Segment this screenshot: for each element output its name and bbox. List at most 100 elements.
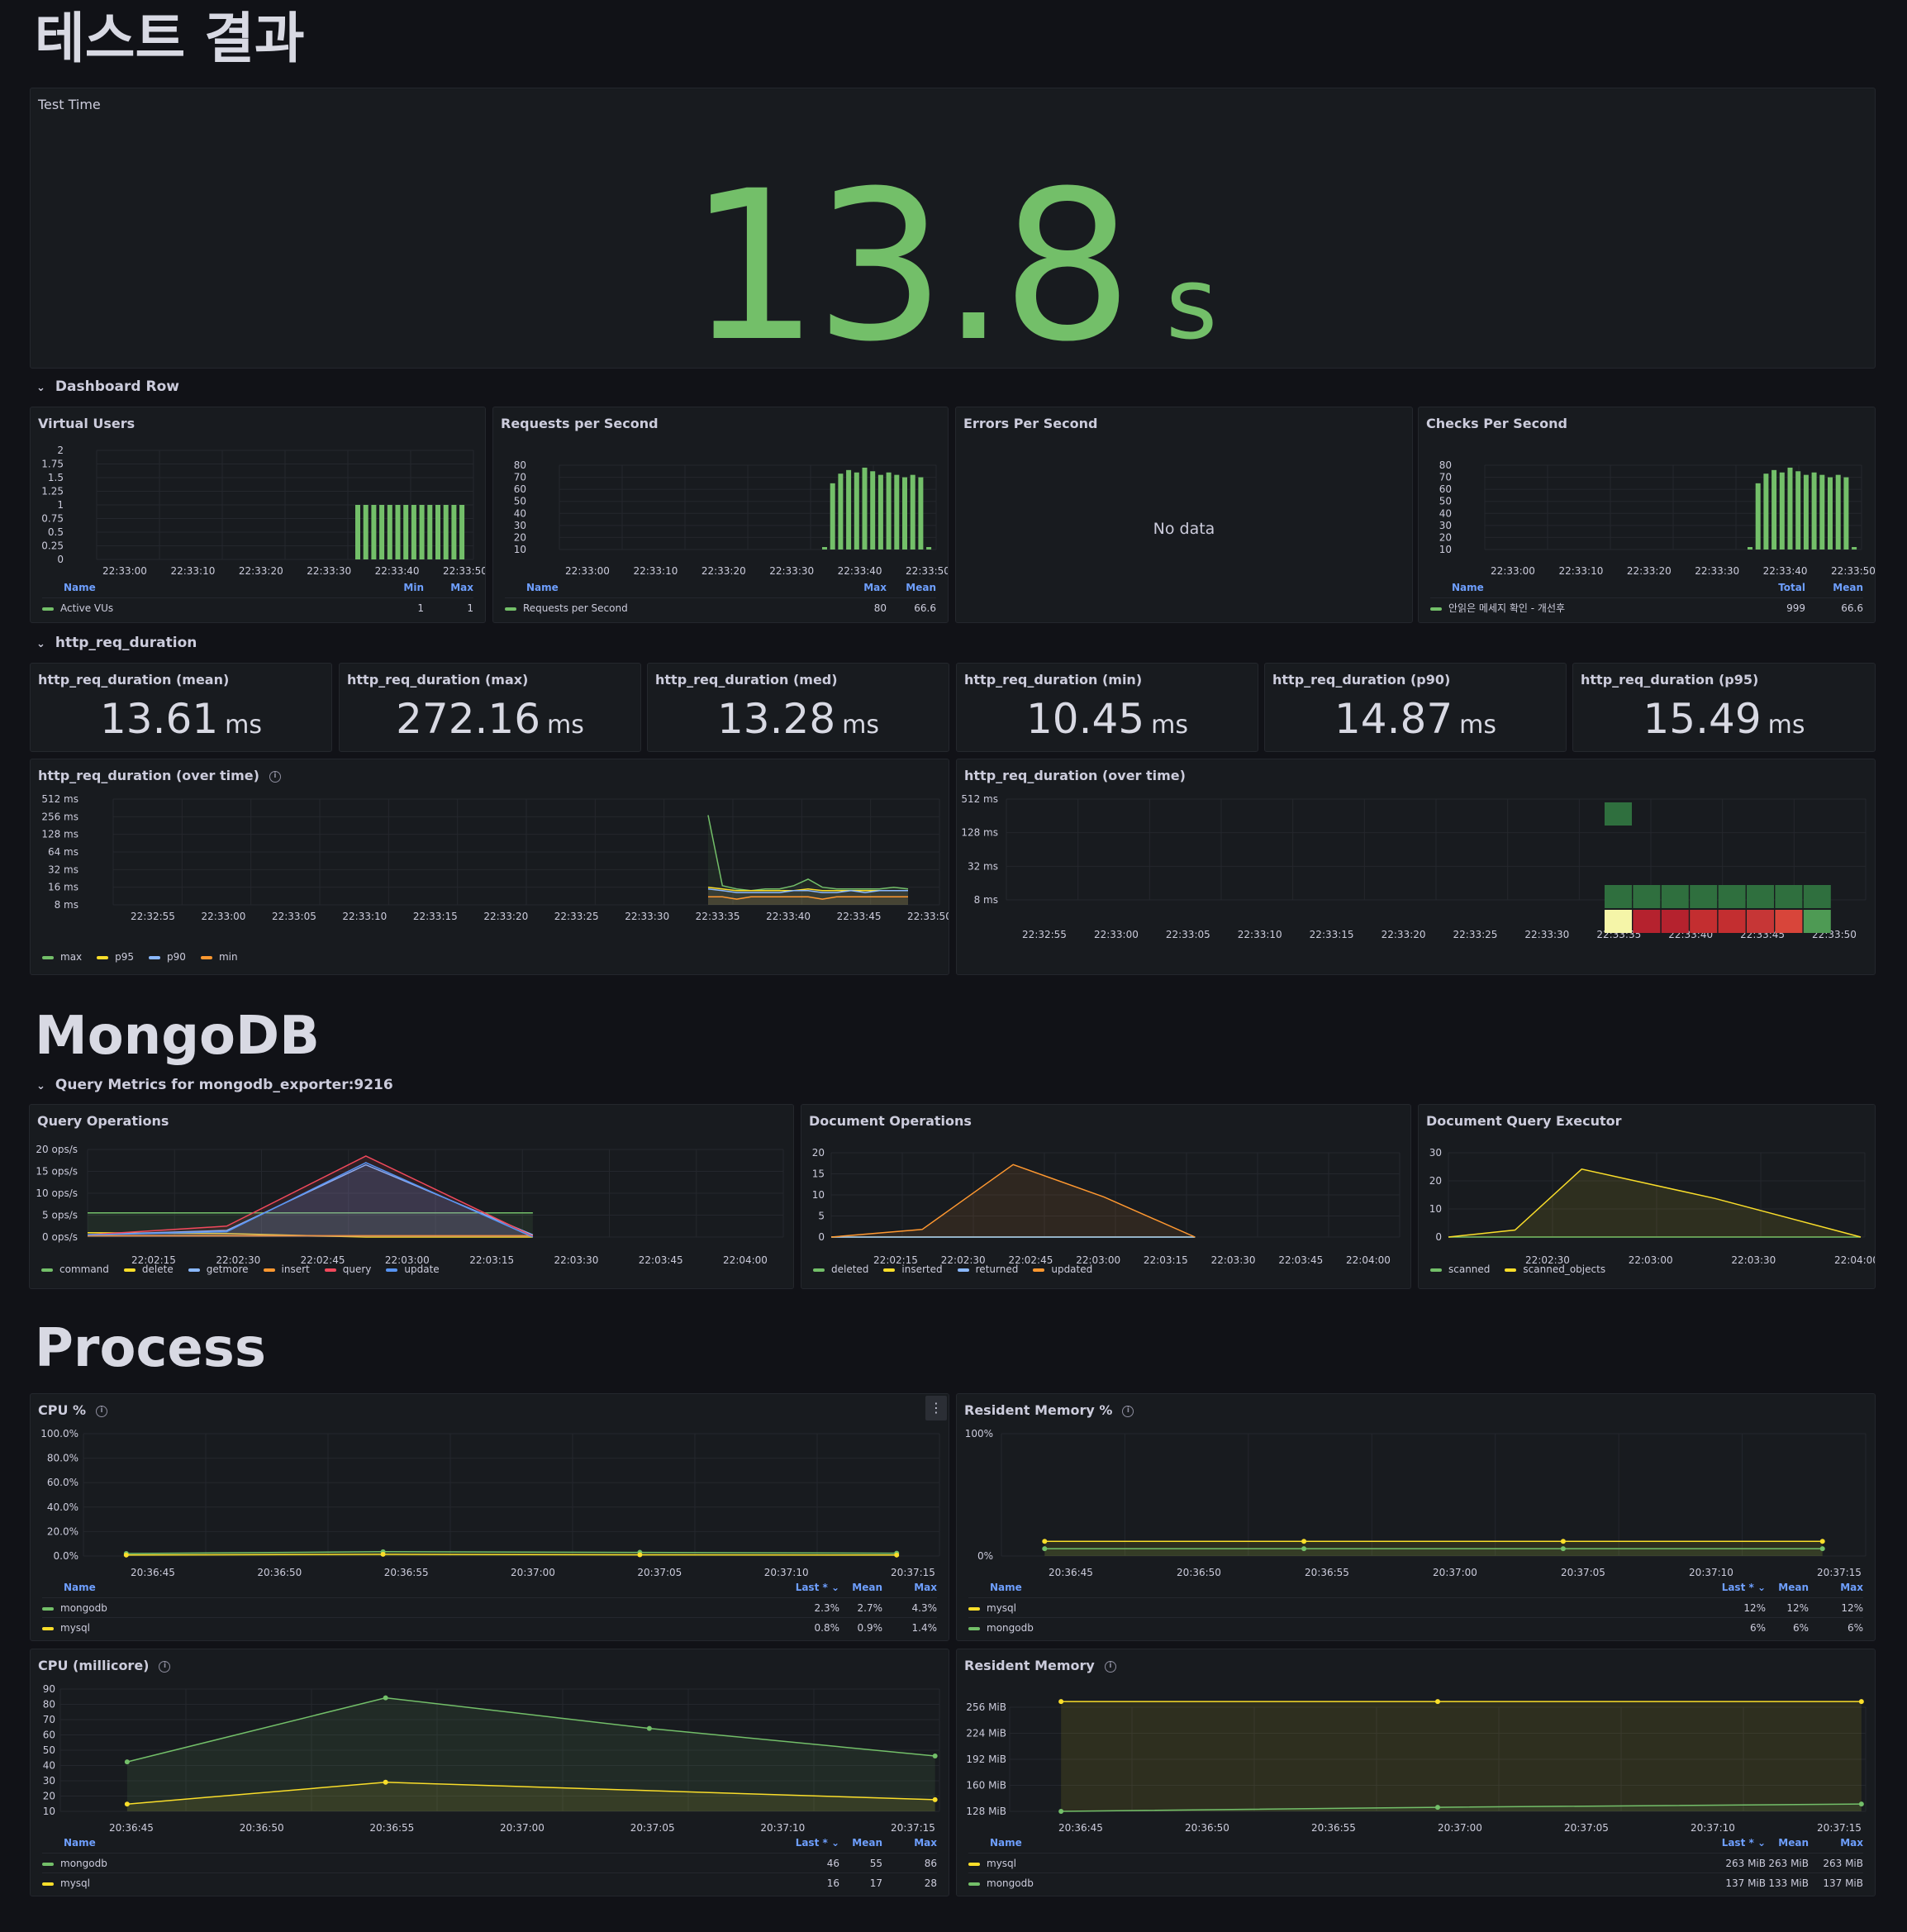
legend-row[interactable]: mysql 12% 12% 12% (968, 1597, 1863, 1617)
legend-item[interactable]: update (386, 1263, 440, 1275)
x-tick-label: 22:33:50 (1831, 565, 1876, 577)
y-tick-label: 1.25 (41, 486, 64, 497)
legend-item[interactable]: scanned_objects (1505, 1263, 1605, 1275)
panel-menu-button[interactable]: ⋮ (925, 1396, 947, 1420)
legend-row[interactable]: mysql 1.4% 0.9% 0.8% (42, 1617, 937, 1637)
cpu-percent-panel[interactable]: CPU % i ⋮ 100.0% 80.0% 60.0% 40.0% 20.0% 0.0% 2… (30, 1393, 949, 1641)
legend-header[interactable]: Name Max Mean Last * ⌄ (42, 1833, 937, 1853)
legend-series-name: mysql (42, 1618, 90, 1638)
info-icon[interactable]: i (1122, 1405, 1134, 1417)
document-operations-panel[interactable]: Document Operations 20 15 10 5 0 22:02:15 22:0… (801, 1104, 1411, 1289)
info-icon[interactable]: i (96, 1405, 108, 1417)
legend-item[interactable]: p90 (149, 951, 186, 963)
heatmap-cell (1633, 910, 1661, 933)
series-point (637, 1552, 643, 1558)
legend-col-header[interactable]: Mean (852, 1582, 882, 1593)
legend-row[interactable]: mongodb 4.3% 2.7% 2.3% (42, 1597, 937, 1617)
legend-row[interactable]: Requests per Second 66.6 80 (505, 597, 936, 617)
legend-col-header[interactable]: Max (863, 582, 887, 593)
legend-header[interactable]: Name Max Mean Last * ⌄ (968, 1833, 1863, 1853)
legend-col-header[interactable]: Last * ⌄ (1721, 1837, 1766, 1849)
legend-col-header[interactable]: Min (403, 582, 424, 593)
legend-col-header[interactable]: Max (914, 1837, 937, 1849)
legend-item[interactable]: max (42, 951, 82, 963)
virtual-users-panel[interactable]: Virtual Users 2 1.75 1.5 1.25 1 0.75 0.5 0.25 0 2… (30, 407, 486, 623)
legend-col-header[interactable]: Max (1840, 1837, 1863, 1849)
y-tick-label: 10 (812, 1189, 825, 1201)
legend-item[interactable]: updated (1033, 1263, 1092, 1275)
requests-per-second-panel[interactable]: Requests per Second 80 70 60 50 40 30 20 10 22:3… (492, 407, 949, 623)
series-area (88, 1164, 533, 1237)
legend-col-header[interactable]: Last * ⌄ (795, 1582, 839, 1593)
legend-item[interactable]: insert (263, 1263, 310, 1275)
legend-item[interactable]: min (200, 951, 238, 963)
resident-memory-panel[interactable]: Resident Memory i 256 MiB 224 MiB 192 MiB 16… (956, 1649, 1876, 1896)
legend-item[interactable]: scanned (1430, 1263, 1490, 1275)
cpu-millicore-panel[interactable]: CPU (millicore) i 90 80 70 60 50 40 30 20 10 20:36… (30, 1649, 949, 1896)
info-icon[interactable]: i (159, 1660, 171, 1673)
series-swatch (188, 1268, 200, 1272)
query-operations-panel[interactable]: Query Operations 20 ops/s 15 ops/s 10 ops/… (29, 1104, 794, 1289)
row-header-dashboard[interactable]: ⌄ Dashboard Row (36, 378, 179, 395)
legend-col-header[interactable]: Total (1778, 582, 1805, 593)
legend-header[interactable]: Name Mean Max (505, 578, 936, 597)
legend-col-header[interactable]: Mean (1778, 1582, 1809, 1593)
panel-title: http_req_duration (mean) (38, 672, 230, 688)
legend-col-header[interactable]: Mean (852, 1837, 882, 1849)
legend-row[interactable]: Active VUs 1 1 (42, 597, 473, 617)
legend-col-header[interactable]: Mean (906, 582, 936, 593)
info-icon[interactable]: i (269, 770, 281, 783)
legend-row[interactable]: mysql 28 17 16 (42, 1873, 937, 1892)
row-header-mongodb-query-metrics[interactable]: ⌄ Query Metrics for mongodb_exporter:9216 (36, 1077, 393, 1093)
legend-row[interactable]: mongodb 86 55 46 (42, 1853, 937, 1873)
stat-panel[interactable]: http_req_duration (p90) 14.87 ms (1264, 663, 1567, 752)
stat-panel[interactable]: http_req_duration (mean) 13.61 ms (30, 663, 332, 752)
legend-col-header[interactable]: Max (914, 1582, 937, 1593)
series-line-max (707, 815, 909, 892)
legend-header[interactable]: Name Mean Total (1430, 578, 1863, 597)
series-swatch (42, 1606, 54, 1611)
stat-panel[interactable]: http_req_duration (med) 13.28 ms (647, 663, 949, 752)
panel-title: Virtual Users (38, 416, 136, 431)
test-time-panel[interactable]: Test Time 13.8 s (30, 88, 1876, 369)
stat-panel[interactable]: http_req_duration (min) 10.45 ms (956, 663, 1258, 752)
stat-panel[interactable]: http_req_duration (max) 272.16 ms (339, 663, 641, 752)
legend-row[interactable]: 안읽은 메세지 확인 - 개선후 66.6 999 (1430, 597, 1863, 617)
legend-item[interactable]: getmore (188, 1263, 249, 1275)
bar (1843, 477, 1849, 550)
legend-col-header[interactable]: Last * ⌄ (795, 1837, 839, 1849)
legend-col-header[interactable]: Last * ⌄ (1721, 1582, 1766, 1593)
resident-memory-percent-panel[interactable]: Resident Memory % i 100% 0% 20:36:45 20:36:5… (956, 1393, 1876, 1641)
y-tick-label: 100.0% (40, 1428, 78, 1439)
legend-header[interactable]: Name Max Mean Last * ⌄ (968, 1577, 1863, 1597)
row-header-http-req-duration[interactable]: ⌄ http_req_duration (36, 635, 197, 651)
legend-row[interactable]: mysql 263 MiB 263 MiB 263 MiB (968, 1853, 1863, 1873)
stat-panel[interactable]: http_req_duration (p95) 15.49 ms (1572, 663, 1876, 752)
legend-item[interactable]: inserted (883, 1263, 943, 1275)
series-point (1058, 1699, 1064, 1705)
legend-item[interactable]: deleted (813, 1263, 868, 1275)
legend-header[interactable]: Name Max Min (42, 578, 473, 597)
legend-item[interactable]: command (41, 1263, 109, 1275)
legend-item[interactable]: query (324, 1263, 371, 1275)
checks-per-second-panel[interactable]: Checks Per Second 80 70 60 50 40 30 20 10 22:33:… (1418, 407, 1876, 623)
legend-col-header[interactable]: Mean (1833, 582, 1863, 593)
errors-per-second-panel[interactable]: Errors Per Second No data (955, 407, 1413, 623)
info-icon[interactable]: i (1104, 1660, 1116, 1673)
legend-item[interactable]: returned (957, 1263, 1018, 1275)
bar (854, 472, 859, 550)
legend-row[interactable]: mongodb 137 MiB 133 MiB 137 MiB (968, 1873, 1863, 1892)
legend-header[interactable]: Name Max Mean Last * ⌄ (42, 1577, 937, 1597)
legend-col-header[interactable]: Max (450, 582, 473, 593)
legend-item[interactable]: delete (123, 1263, 174, 1275)
http-req-duration-heatmap-panel[interactable]: http_req_duration (over time) 512 ms 128 … (956, 759, 1876, 975)
legend-col-header[interactable]: Mean (1778, 1837, 1809, 1849)
legend-row[interactable]: mongodb 6% 6% 6% (968, 1617, 1863, 1637)
legend-item[interactable]: p95 (97, 951, 134, 963)
document-query-executor-panel[interactable]: Document Query Executor 30 20 10 0 22:02:30 2… (1418, 1104, 1876, 1289)
http-req-duration-over-time-panel[interactable]: http_req_duration (over time) i 512 ms 256… (30, 759, 949, 975)
series-swatch (42, 1626, 54, 1630)
bar (435, 505, 440, 559)
y-tick-label: 1.75 (41, 459, 64, 470)
legend-col-header[interactable]: Max (1840, 1582, 1863, 1593)
